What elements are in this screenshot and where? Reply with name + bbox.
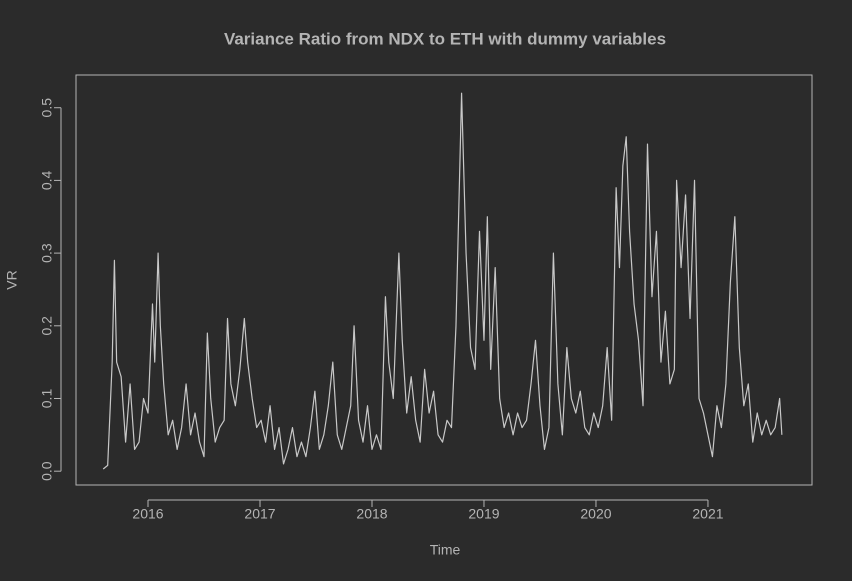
y-tick-label: 0.4: [39, 170, 55, 190]
y-tick-label: 0.1: [39, 389, 55, 409]
x-tick-label: 2021: [692, 506, 723, 522]
x-axis-label: Time: [430, 542, 461, 558]
y-tick-label: 0.0: [39, 461, 55, 481]
y-tick-label: 0.3: [39, 243, 55, 263]
x-tick-label: 2017: [244, 506, 275, 522]
y-tick-label: 0.5: [39, 98, 55, 118]
x-tick-label: 2019: [468, 506, 499, 522]
x-tick-label: 2018: [356, 506, 387, 522]
vr-line: [102, 92, 783, 470]
chart-title: Variance Ratio from NDX to ETH with dumm…: [224, 29, 666, 48]
plot-frame: [75, 74, 813, 486]
x-tick-label: 2016: [132, 506, 163, 522]
y-axis-label: VR: [4, 270, 20, 289]
x-tick-label: 2020: [580, 506, 611, 522]
y-tick-label: 0.2: [39, 316, 55, 336]
